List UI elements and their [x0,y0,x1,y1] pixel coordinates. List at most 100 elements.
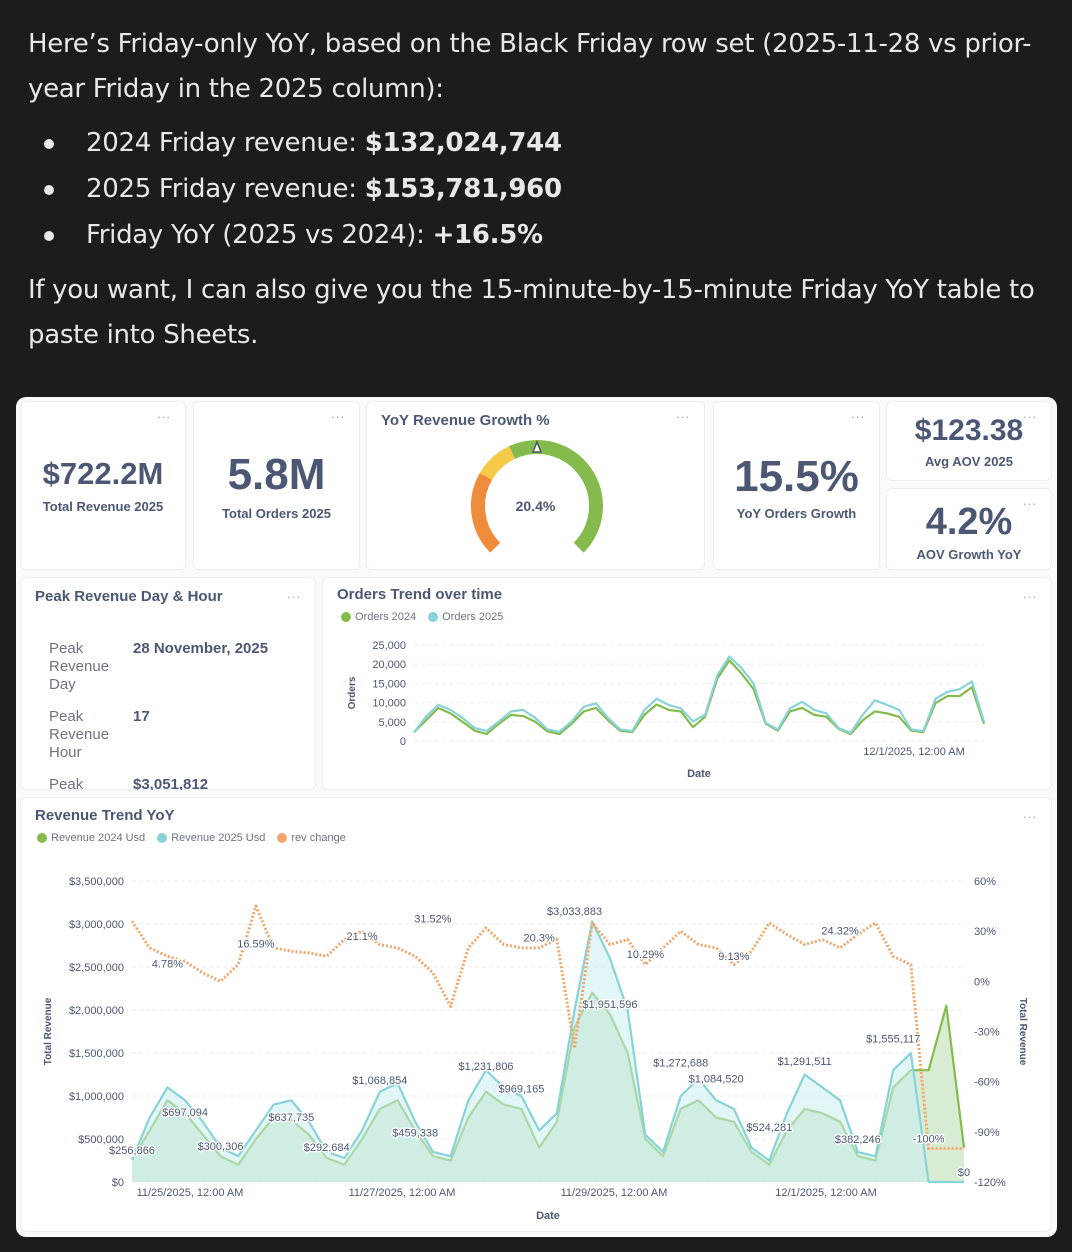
data-label: 21.1% [347,931,378,943]
legend-item[interactable]: rev change [277,832,346,844]
data-label: $1,272,688 [653,1058,708,1070]
y-right-tick-label: -60% [974,1077,1000,1089]
data-label: $969,165 [499,1084,545,1096]
x-tick-label: 11/25/2025, 12:00 AM [137,1187,244,1199]
total-orders-card: ... 5.8M Total Orders 2025 [193,401,360,570]
data-label: $1,231,806 [459,1061,514,1073]
data-label: 31.52% [414,914,452,926]
y-tick-label: 10,000 [372,698,406,710]
y-tick-label: $2,000,000 [69,1005,124,1017]
card-menu-icon[interactable]: ... [676,406,690,421]
card-title: Orders Trend over time [337,586,503,603]
y-right-tick-label: 0% [974,976,990,988]
revenue-trend-card: ... Revenue Trend YoY Revenue 2024 Usd R… [20,797,1052,1232]
data-label: $697,094 [162,1107,208,1119]
kpi-label: Total Revenue 2025 [42,499,164,514]
legend-item[interactable]: Revenue 2025 Usd [157,832,265,844]
revenue-chart: $3,500,000 $3,000,000 $2,500,000 $2,000,000… [43,876,1028,1222]
y-tick-label: 20,000 [372,659,406,671]
series-area [132,921,964,1182]
y-tick-label: $1,000,000 [69,1091,124,1103]
y-right-tick-label: 30% [974,926,996,938]
card-menu-icon[interactable]: ... [1023,586,1037,601]
y-tick-label: $3,000,000 [69,919,124,931]
data-label: -100% [913,1134,945,1146]
x-tick-label: 12/1/2025, 12:00 AM [775,1187,877,1199]
kpi-label: Avg AOV 2025 [925,454,1013,469]
y-tick-label: 5,000 [378,717,406,729]
data-label: $1,951,596 [582,999,637,1011]
kpi-value: 5.8M [227,450,326,499]
legend-item[interactable]: Orders 2024 [341,611,416,623]
kpi-value: 4.2% [925,501,1013,543]
chart-legend: Orders 2024 Orders 2025 [341,611,503,623]
y-tick-label: $500,000 [78,1134,124,1146]
yoy-revenue-growth-card: ... YoY Revenue Growth % 20.4% [366,401,705,570]
card-menu-icon[interactable]: ... [851,406,865,421]
gauge-segment-low [471,473,501,553]
message-outro: If you want, I can also give you the 15-… [28,275,1035,350]
data-label: $524,281 [746,1122,792,1134]
peak-revenue-card: ... Peak Revenue Day & Hour Peak Revenue… [20,577,316,790]
gauge-needle-icon [531,439,543,453]
data-label: $1,084,520 [689,1074,744,1086]
y-tick-label: $0 [112,1177,124,1189]
data-label: 24.32% [821,926,859,938]
card-menu-icon[interactable]: ... [1023,806,1037,821]
x-axis-label: Date [536,1210,560,1222]
legend-item[interactable]: Revenue 2024 Usd [37,832,145,844]
card-menu-icon[interactable]: ... [331,406,345,421]
card-menu-icon[interactable]: ... [157,406,171,421]
card-title: Peak Revenue Day & Hour [35,588,223,605]
y-tick-label: $2,500,000 [69,962,124,974]
data-label: $0 [958,1167,970,1179]
kpi-value: 15.5% [734,452,859,501]
y-axis-label: Orders [347,676,358,709]
y-axis-label: Total Revenue [43,997,54,1065]
y-right-axis-label: Total Revenue [1017,998,1028,1066]
data-label: $1,068,854 [352,1075,407,1087]
card-menu-icon[interactable]: ... [287,586,301,601]
series-line-orders-2025 [413,655,986,735]
gauge-chart [471,439,603,553]
data-label: $459,338 [392,1127,438,1139]
data-label: $637,735 [268,1112,314,1124]
gauge-value: 20.4% [515,498,556,514]
data-label: $3,033,883 [547,906,602,918]
kpi-value: $722.2M [42,456,164,491]
aov-growth-card: ... 4.2% AOV Growth YoY [886,488,1052,570]
card-menu-icon[interactable]: ... [1023,406,1037,421]
data-label: 10.29% [627,949,665,961]
data-label: $300,306 [198,1141,244,1153]
data-label: $1,555,117 [866,1033,920,1045]
series-line-revenue-2025-usd [130,920,964,1184]
bullet-item: Friday YoY (2025 vs 2024): +16.5% [28,212,1038,258]
total-revenue-card: ... $722.2M Total Revenue 2025 [20,401,186,570]
data-label: $382,246 [835,1134,881,1146]
orders-chart: 25,000 20,000 15,000 10,000 5,000 0 12/1/2025,… [347,640,986,780]
data-label: $1,291,511 [778,1056,832,1068]
bullet-item: 2025 Friday revenue: $153,781,960 [28,166,1038,212]
x-tick-label: 12/1/2025, 12:00 AM [863,746,965,758]
y-tick-label: 0 [400,736,406,748]
bullet-list: 2024 Friday revenue: $132,024,744 2025 F… [28,120,1038,258]
peak-row: Peak Revenue Day 28 November, 2025 [49,640,269,693]
chart-legend: Revenue 2024 Usd Revenue 2025 Usd rev ch… [37,832,346,844]
data-label: 9.13% [718,951,749,963]
orders-trend-card: ... Orders Trend over time Orders 2024 O… [322,577,1052,790]
kpi-value: $123.38 [914,414,1024,447]
y-right-tick-label: -90% [974,1127,1000,1139]
y-tick-label: 15,000 [372,678,406,690]
data-label: $292,684 [304,1142,350,1154]
x-tick-label: 11/29/2025, 12:00 AM [561,1187,668,1199]
legend-item[interactable]: Orders 2025 [428,611,503,623]
peak-row: Peak $3,051,812 [49,776,209,790]
message-intro: Here’s Friday-only YoY, based on the Bla… [28,29,1032,104]
card-menu-icon[interactable]: ... [1023,493,1037,508]
y-tick-label: 25,000 [372,640,406,652]
data-label: 16.59% [237,939,275,951]
x-tick-label: 11/27/2025, 12:00 AM [349,1187,456,1199]
card-title: Revenue Trend YoY [35,807,175,824]
x-axis-label: Date [687,768,711,780]
y-tick-label: $3,500,000 [69,876,124,888]
